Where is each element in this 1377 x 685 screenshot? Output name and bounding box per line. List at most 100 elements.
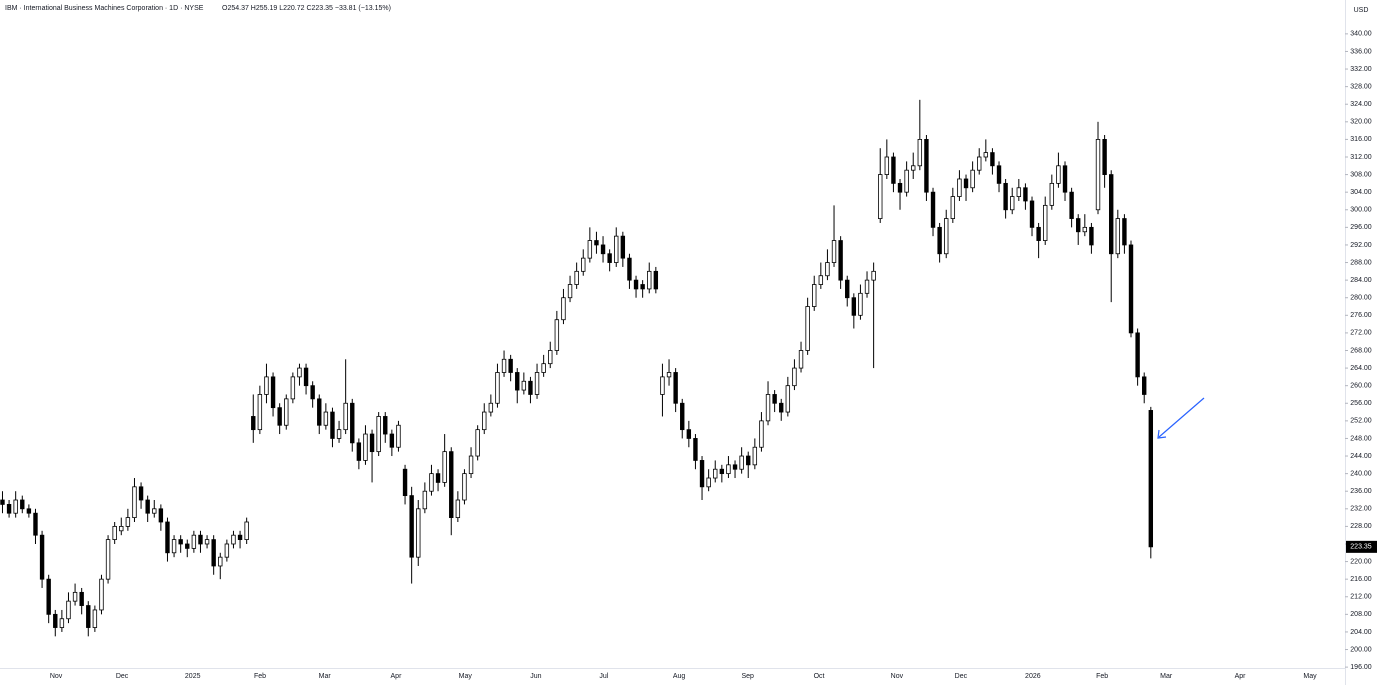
- y-tick-label: 284.00: [1350, 277, 1372, 284]
- candle-body: [772, 394, 777, 404]
- candle-body: [145, 499, 150, 514]
- y-tick-label: 308.00: [1350, 171, 1372, 178]
- y-tick-label: 304.00: [1350, 189, 1372, 196]
- candle-body: [185, 543, 190, 549]
- candle-body: [1109, 174, 1114, 255]
- candle-body: [805, 306, 810, 351]
- candle-body: [765, 394, 771, 422]
- candle-body: [693, 438, 698, 461]
- candle-body: [277, 407, 282, 426]
- candle-body: [1010, 196, 1015, 211]
- candle-body: [224, 543, 230, 558]
- candle-body: [515, 372, 520, 391]
- candle-body: [449, 451, 454, 519]
- candle-body: [1029, 200, 1035, 228]
- candle-body: [1069, 191, 1074, 219]
- y-tick-label: 216.00: [1350, 576, 1372, 583]
- candle-body: [20, 499, 25, 510]
- x-tick-label: Mar: [1160, 673, 1173, 680]
- y-tick-label: 248.00: [1350, 435, 1372, 442]
- x-tick-label: Jun: [530, 673, 541, 680]
- candle-body: [475, 429, 480, 457]
- candle-body: [396, 424, 401, 448]
- y-tick-label: 296.00: [1350, 224, 1372, 231]
- candle-body: [838, 240, 843, 281]
- candle-body: [713, 468, 718, 479]
- candle-body: [488, 402, 494, 413]
- candle-body: [600, 244, 606, 255]
- candle-body: [818, 275, 824, 285]
- candle-body: [1062, 165, 1068, 193]
- y-tick-label: 276.00: [1350, 312, 1372, 319]
- candle-body: [983, 152, 989, 158]
- candle-body: [904, 169, 909, 193]
- y-tick-label: 200.00: [1350, 646, 1372, 653]
- y-tick-label: 260.00: [1350, 383, 1372, 390]
- candle-body: [726, 464, 731, 475]
- candle-body: [680, 402, 685, 431]
- candle-body: [851, 297, 857, 316]
- candle-body: [138, 486, 144, 501]
- candle-body: [303, 367, 309, 387]
- candle-body: [699, 460, 705, 488]
- candle-body: [739, 455, 744, 470]
- y-tick-label: 268.00: [1350, 347, 1372, 354]
- candle-body: [963, 178, 969, 189]
- candle-body: [620, 235, 626, 259]
- candle-body: [0, 499, 5, 505]
- candle-body: [33, 512, 38, 536]
- y-tick-label: 236.00: [1350, 488, 1372, 495]
- candle-body: [422, 490, 428, 510]
- y-tick-label: 232.00: [1350, 506, 1372, 513]
- candle-body: [759, 420, 764, 448]
- candle-body: [937, 226, 942, 255]
- candle-body: [521, 380, 527, 391]
- x-tick-label: Nov: [891, 673, 904, 680]
- candle-body: [996, 165, 1002, 184]
- candle-body: [132, 486, 137, 519]
- candle-body: [554, 319, 560, 351]
- y-tick-label: 272.00: [1350, 330, 1372, 337]
- candle-body: [53, 613, 58, 628]
- candle-body: [1128, 244, 1134, 334]
- candle-body: [59, 618, 65, 628]
- candle-body: [317, 398, 322, 426]
- candle-body: [66, 600, 71, 620]
- candle-body: [567, 284, 573, 299]
- candle-body: [330, 411, 335, 439]
- candle-body: [270, 376, 276, 409]
- candle-body: [462, 473, 467, 501]
- candle-body: [930, 191, 936, 228]
- x-tick-label: Apr: [391, 673, 403, 680]
- candle-body: [501, 358, 507, 373]
- candle-body: [204, 539, 210, 545]
- candle-body: [977, 156, 982, 171]
- candle-body: [673, 372, 678, 404]
- candle-body: [237, 534, 243, 540]
- candle-body: [746, 455, 751, 466]
- y-tick-label: 204.00: [1350, 629, 1372, 636]
- y-tick-label: 252.00: [1350, 418, 1372, 425]
- x-tick-label: Dec: [955, 673, 968, 680]
- candle-body: [548, 350, 553, 365]
- candle-body: [409, 495, 414, 558]
- x-tick-label: May: [459, 673, 473, 680]
- x-tick-label: May: [1303, 673, 1317, 680]
- candle-body: [495, 372, 500, 404]
- candle-body: [1016, 187, 1022, 197]
- x-tick-label: 2026: [1025, 673, 1041, 680]
- candle-body: [1003, 182, 1008, 211]
- x-tick-label: Mar: [319, 673, 332, 680]
- candle-body: [792, 367, 797, 387]
- candle-body: [46, 578, 51, 615]
- x-tick-label: Feb: [1096, 673, 1108, 680]
- candle-body: [706, 477, 711, 488]
- candle-body: [356, 442, 362, 461]
- candle-body: [1122, 218, 1127, 246]
- candle-body: [627, 257, 632, 281]
- candle-body: [594, 240, 599, 246]
- candle-body: [350, 402, 355, 444]
- candle-body: [191, 534, 197, 549]
- candle-body: [1089, 226, 1094, 246]
